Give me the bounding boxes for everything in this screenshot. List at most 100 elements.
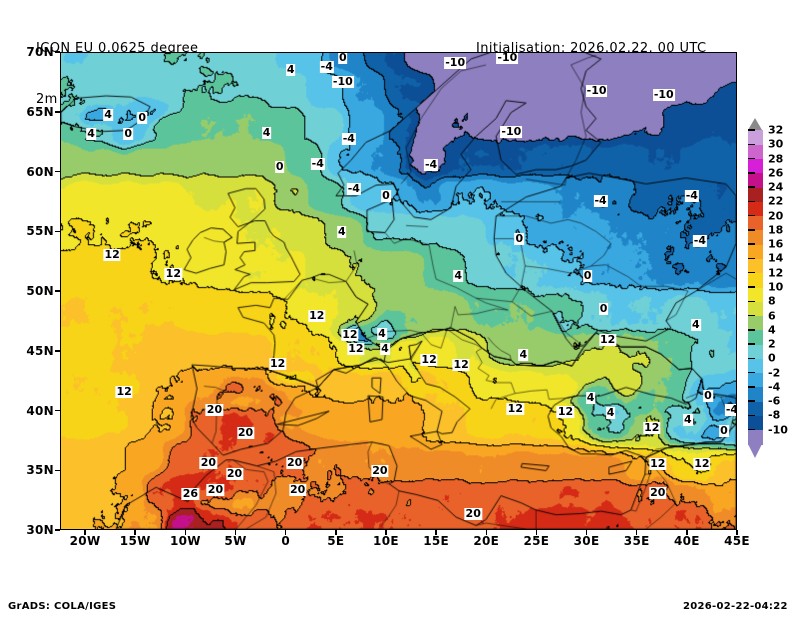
colorbar-swatch	[748, 187, 763, 202]
contour-value-label: 12	[103, 247, 121, 261]
x-axis-tick	[635, 530, 638, 535]
y-axis-label: 45N	[26, 343, 54, 358]
contour-value-label: 12	[115, 385, 133, 399]
colorbar-label: 2	[768, 337, 776, 351]
contour-value-label: 20	[464, 507, 482, 521]
contour-value-label: 12	[693, 457, 711, 471]
contour-value-label: 4	[453, 269, 463, 283]
colorbar-label: 26	[768, 166, 784, 180]
colorbar-tick	[748, 357, 755, 360]
colorbar-swatch	[748, 144, 763, 160]
colorbar-tick	[748, 157, 755, 160]
colorbar-tick	[748, 257, 755, 260]
x-axis-tick	[686, 530, 688, 535]
x-axis-label: 5W	[224, 534, 247, 548]
contour-value-label: 20	[289, 483, 307, 497]
y-axis-tick	[55, 409, 60, 412]
map-plot-area[interactable]: 4 0 -4 -10 -10 -10 -10 -10 4 0 4 0 4 -4 -10 -4 0 -4 -4 0 -4-…	[60, 52, 737, 530]
y-axis-label: 60N	[26, 164, 54, 179]
colorbar-swatch	[748, 301, 763, 317]
temperature-field-canvas	[61, 53, 736, 529]
colorbar-tick	[748, 229, 755, 231]
colorbar-tick	[748, 200, 755, 203]
contour-value-label: -10	[500, 124, 523, 138]
contour-value-label: -10	[585, 84, 608, 98]
contour-value-label: 20	[205, 403, 224, 417]
contour-value-label: -10	[496, 52, 519, 64]
x-axis-tick	[435, 530, 437, 535]
contour-value-label: 20	[199, 455, 218, 469]
colorbar-swatch	[748, 172, 763, 188]
x-axis-label: 45E	[724, 534, 750, 548]
colorbar-tick	[748, 186, 755, 188]
contour-value-label: 4	[605, 405, 616, 419]
x-axis-label: 30E	[573, 534, 600, 548]
x-axis-tick	[485, 530, 487, 535]
colorbar-swatch	[748, 287, 763, 302]
colorbar-label: -10	[768, 423, 788, 437]
contour-value-label: 0	[703, 388, 713, 402]
contour-value-label: -4	[593, 194, 608, 208]
contour-value-label: 20	[236, 426, 255, 439]
contour-value-label: -10	[652, 87, 675, 101]
colorbar-over-arrow-icon	[748, 118, 762, 130]
colorbar-label: 14	[768, 251, 784, 265]
contour-value-label: 4	[683, 412, 693, 426]
contour-value-label: 0	[137, 110, 148, 124]
y-axis-tick	[55, 230, 60, 232]
y-axis-label: 50N	[26, 284, 54, 298]
colorbar-label: 4	[768, 323, 776, 337]
colorbar-under-arrow-icon	[748, 444, 762, 458]
colorbar-label: 16	[768, 237, 784, 251]
colorbar-label: -2	[768, 366, 781, 380]
contour-value-label: -4	[319, 60, 334, 74]
contour-value-label: 26	[181, 486, 200, 500]
colorbar-swatch	[748, 401, 763, 417]
x-axis-tick	[585, 530, 588, 535]
contour-value-label: 20	[371, 464, 389, 478]
contour-value-label: 12	[347, 342, 365, 356]
contour-value-label: 0	[582, 269, 593, 283]
colorbar-swatch	[748, 329, 763, 345]
contour-value-label: 4	[337, 225, 347, 239]
contour-value-label: 0	[123, 127, 134, 141]
colorbar-tick	[748, 243, 755, 245]
contour-value-label: -4	[341, 132, 356, 146]
x-axis-tick	[736, 530, 738, 535]
y-axis-tick	[55, 529, 60, 531]
colorbar-label: 32	[768, 123, 784, 137]
y-axis-tick	[55, 350, 60, 352]
colorbar-tick	[748, 300, 755, 303]
colorbar-swatch	[748, 415, 763, 431]
colorbar-swatch	[748, 358, 763, 374]
x-axis-tick	[385, 530, 387, 535]
colorbar-swatch	[748, 215, 763, 231]
colorbar-tick	[748, 143, 755, 146]
colorbar-tick	[748, 428, 755, 431]
y-axis-label: 65N	[26, 104, 54, 119]
contour-value-label: 4	[380, 342, 390, 356]
x-axis-label: 35E	[623, 534, 650, 548]
contour-value-label: 4	[261, 126, 272, 140]
colorbar-tick	[748, 214, 755, 217]
colorbar-swatch	[748, 229, 763, 245]
y-axis-label: 55N	[26, 224, 54, 239]
contour-value-label: -4	[346, 182, 361, 196]
temperature-colorbar[interactable]	[748, 118, 763, 458]
contour-value-label: 12	[308, 308, 326, 322]
contour-value-label: 20	[286, 455, 304, 469]
y-axis-tick	[55, 111, 60, 113]
x-axis-tick	[234, 530, 237, 535]
colorbar-tick	[748, 271, 755, 274]
contour-value-label: 4	[518, 348, 529, 362]
x-axis-label: 10W	[169, 534, 201, 548]
contour-value-label: -4	[423, 158, 439, 172]
colorbar-swatch	[748, 315, 763, 331]
colorbar-label: -6	[768, 394, 781, 408]
contour-value-label: -4	[692, 233, 707, 247]
colorbar-label: 20	[768, 209, 784, 223]
x-axis-label: 5E	[327, 534, 345, 548]
x-axis-tick	[84, 530, 86, 535]
y-axis-tick	[55, 51, 60, 53]
x-axis-label: 15E	[423, 534, 450, 548]
